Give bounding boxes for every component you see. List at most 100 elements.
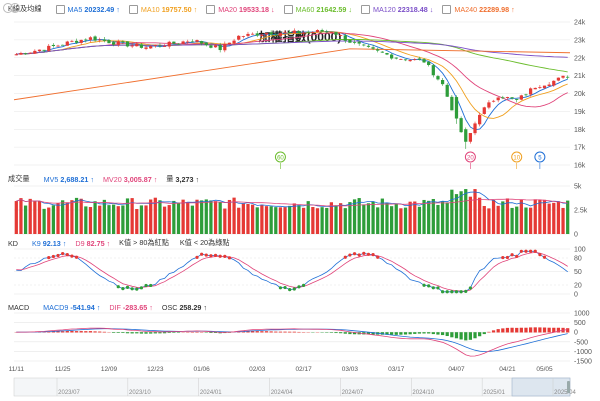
osc-bar (552, 327, 556, 333)
panel-title-volume: 成交量 (8, 174, 30, 183)
kd-green-dot (459, 290, 463, 294)
osc-bar (292, 331, 296, 333)
candle-body (348, 39, 352, 43)
volume-bar (301, 207, 306, 234)
y-tick-label: 0 (574, 292, 578, 299)
volume-bar (380, 198, 384, 234)
ma-legend-item-name: MA60 (295, 4, 315, 14)
marker-label: 5 (538, 156, 542, 162)
osc-bar (93, 331, 97, 333)
y-tick-label: 16k (574, 163, 586, 170)
volume-bar (181, 199, 185, 234)
candle-body (566, 76, 570, 78)
kd-red-dot (352, 252, 357, 256)
ma-legend-item-1[interactable]: MA10 19757.50 ↑ (128, 4, 197, 14)
navigator-label: 2023/10 (129, 390, 151, 396)
volume-bar (116, 206, 120, 234)
marker-circle (464, 151, 476, 163)
ma-line-ma120 (16, 40, 568, 58)
osc-bar (246, 331, 250, 333)
kd-red-dot (213, 253, 218, 257)
candle-body (413, 59, 417, 61)
kd-green-dot (125, 285, 130, 289)
volume-bar (501, 201, 505, 234)
vol-legend-item-value: 2,688.21 ↑ (60, 174, 94, 184)
y-tick-label: 0 (574, 330, 578, 337)
volume-bar (399, 208, 403, 234)
macd-legend-item-value: -541.94 ↑ (70, 302, 101, 312)
ma-legend-item-2[interactable]: MA20 19533.18 ↓ (206, 4, 275, 14)
candle-body (176, 43, 181, 45)
candle-body (519, 95, 523, 100)
ma-legend-item-3[interactable]: MA60 21642.59 ↓ (283, 4, 352, 14)
candle-body (181, 41, 185, 44)
osc-bar (56, 331, 60, 333)
vol-legend-item-0: MV5 2,688.21 ↑ (44, 174, 94, 184)
navigator-label: 2024/07 (342, 390, 364, 396)
osc-bar (547, 327, 551, 333)
kd-green-dot (454, 290, 459, 294)
candle-body (162, 46, 167, 47)
navigator-label: 2025/04 (554, 390, 576, 396)
x-tick-label: 01/06 (194, 366, 211, 373)
kd-green-dot (135, 287, 139, 291)
candle-body (241, 36, 245, 37)
x-tick-label: 02/03 (249, 366, 266, 373)
candle-body (491, 100, 496, 102)
ma-legend-item-5[interactable]: MA240 22289.98 ↑ (442, 4, 515, 14)
kd-green-dot (440, 290, 445, 294)
volume-bar (232, 197, 236, 234)
osc-bar (329, 332, 334, 333)
checkbox-icon[interactable] (206, 4, 216, 14)
y-tick-label: 50 (574, 269, 582, 276)
ma-line-ma60 (16, 38, 568, 73)
checkbox-icon[interactable] (55, 4, 65, 14)
x-tick-label: 11/11 (9, 366, 25, 373)
osc-bar (264, 331, 269, 333)
volume-bar (292, 203, 296, 234)
navigator-handle[interactable] (567, 381, 570, 393)
volume-bar (538, 199, 542, 234)
panel-title-kd: KD (8, 238, 18, 248)
candle-body (274, 34, 278, 36)
volume-bar (158, 200, 162, 234)
osc-bar (496, 329, 500, 333)
candle-body (42, 49, 46, 51)
volume-bar (51, 205, 56, 234)
osc-bar (149, 332, 153, 334)
checkbox-icon[interactable] (442, 4, 452, 14)
osc-bar (260, 331, 264, 333)
checkbox-icon[interactable] (360, 4, 370, 14)
volume-bar (209, 200, 213, 234)
kd-legend: KD K9 92.13 ↑ D9 82.75 ↑ K值 > 80為紅點 K值 < 20為綠… (0, 237, 241, 249)
candle-body (37, 49, 42, 52)
y-tick-label: 2.5k (574, 208, 588, 215)
osc-bar (454, 332, 459, 339)
ma-legend-item-0[interactable]: MA5 20232.49 ↑ (55, 4, 120, 14)
candle-body (51, 44, 56, 47)
osc-bar (491, 330, 496, 333)
ma-legend-item-4[interactable]: MA120 22318.48 ↓ (360, 4, 433, 14)
volume-bar (311, 207, 315, 234)
candle-body (149, 46, 153, 49)
checkbox-icon[interactable] (128, 4, 138, 14)
candle-body (440, 79, 445, 85)
candle-body (93, 36, 97, 41)
osc-bar (288, 331, 292, 333)
candle-body (436, 76, 440, 80)
kd-red-dot (74, 255, 79, 259)
candle-body (339, 35, 343, 36)
volume-bar (102, 199, 106, 234)
volume-bar (320, 207, 324, 234)
osc-bar (528, 327, 533, 333)
volume-bar (139, 205, 144, 234)
volume-bar (200, 200, 204, 234)
x-tick-label: 03/17 (388, 366, 405, 373)
candle-body (223, 43, 227, 51)
osc-bar (135, 332, 139, 334)
kd-red-dot (533, 249, 537, 253)
kd-legend-item-name: K9 (32, 238, 41, 248)
navigator-label: 2023/07 (58, 390, 80, 396)
checkbox-icon[interactable] (283, 4, 293, 14)
